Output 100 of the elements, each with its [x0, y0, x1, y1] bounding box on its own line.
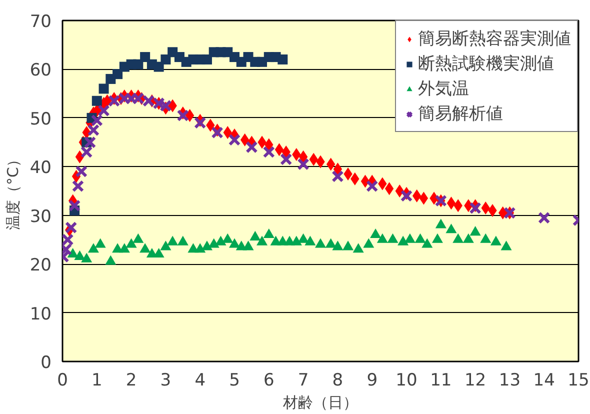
point — [68, 200, 81, 212]
x-tick-label: 9 — [366, 370, 378, 390]
point — [469, 202, 482, 214]
point — [228, 134, 241, 146]
point — [256, 236, 268, 246]
y-tick-label: 30 — [30, 206, 52, 227]
x-tick-label: 7 — [298, 370, 309, 390]
point — [84, 136, 96, 148]
x-tick-label: 2 — [126, 370, 137, 390]
x-tick-label: 8 — [332, 370, 344, 390]
point — [194, 116, 206, 129]
point — [414, 233, 426, 243]
y-axis-title: 温度（°C） — [4, 152, 22, 230]
point — [462, 233, 474, 243]
x-tick-label: 15 — [568, 370, 590, 390]
point — [160, 54, 171, 64]
point — [342, 240, 354, 250]
point — [480, 233, 492, 243]
legend-label: 断熱試験機実測値 — [418, 53, 554, 75]
point — [65, 221, 78, 234]
y-tick-label: 40 — [30, 158, 52, 178]
point — [363, 238, 374, 248]
point — [160, 240, 172, 250]
point — [422, 238, 433, 248]
point — [290, 236, 302, 246]
point — [80, 146, 93, 158]
legend-label: 外気温 — [418, 78, 469, 100]
x-tick-label: 0 — [57, 370, 68, 390]
point — [538, 212, 550, 224]
point — [332, 240, 344, 250]
point — [435, 218, 446, 228]
point — [194, 243, 206, 253]
point — [280, 153, 292, 166]
point — [376, 233, 388, 243]
point — [105, 255, 116, 265]
point — [72, 180, 84, 192]
point — [126, 238, 137, 248]
point — [490, 236, 502, 246]
point — [74, 250, 86, 260]
point — [332, 170, 344, 182]
x-tick-label: 5 — [229, 370, 240, 390]
x-tick-label: 12 — [464, 370, 486, 390]
point — [177, 236, 188, 246]
x-tick-label: 13 — [498, 370, 521, 390]
point — [202, 54, 212, 64]
x-tick-label: 1 — [91, 370, 102, 390]
point — [315, 238, 326, 248]
point — [500, 240, 512, 250]
point — [222, 233, 234, 243]
point — [81, 252, 92, 262]
point — [167, 236, 178, 246]
y-tick-label: 50 — [30, 109, 52, 130]
point — [278, 54, 288, 64]
point — [452, 233, 464, 243]
x-tick-label: 6 — [263, 370, 274, 390]
point — [262, 146, 275, 158]
point — [432, 233, 443, 243]
point — [398, 236, 409, 246]
point — [112, 69, 123, 80]
point — [176, 109, 189, 122]
point — [263, 228, 274, 238]
point — [154, 62, 164, 72]
point — [325, 238, 336, 248]
point — [246, 141, 258, 154]
legend-label: 簡易断熱容器実測値 — [418, 28, 571, 50]
x-axis-title: 材齢（日） — [282, 394, 358, 412]
x-tick-label: 4 — [194, 370, 206, 390]
x-tick-label: 10 — [396, 370, 418, 390]
point — [132, 233, 144, 243]
x-tick-label: 11 — [430, 370, 452, 390]
y-tick-label: 0 — [40, 353, 52, 373]
point — [242, 240, 254, 250]
point — [297, 158, 310, 170]
point — [140, 243, 151, 253]
point — [92, 96, 102, 106]
point — [446, 224, 457, 234]
y-tick-label: 60 — [30, 60, 52, 81]
point — [211, 126, 224, 139]
point — [366, 180, 378, 192]
point — [88, 243, 99, 253]
point — [298, 233, 309, 243]
point — [98, 84, 109, 94]
x-tick-label: 14 — [533, 370, 555, 390]
point — [118, 243, 130, 253]
point — [87, 124, 100, 136]
point — [215, 236, 226, 246]
point — [90, 114, 103, 126]
point — [400, 190, 413, 202]
y-tick-label: 10 — [30, 304, 52, 324]
point — [75, 165, 88, 178]
point — [470, 226, 481, 236]
point — [370, 228, 382, 238]
point — [304, 236, 316, 246]
point — [140, 52, 150, 62]
point — [250, 230, 261, 240]
point — [62, 234, 74, 246]
point — [387, 233, 398, 243]
point — [352, 243, 364, 253]
point — [229, 238, 240, 248]
point — [98, 104, 110, 117]
